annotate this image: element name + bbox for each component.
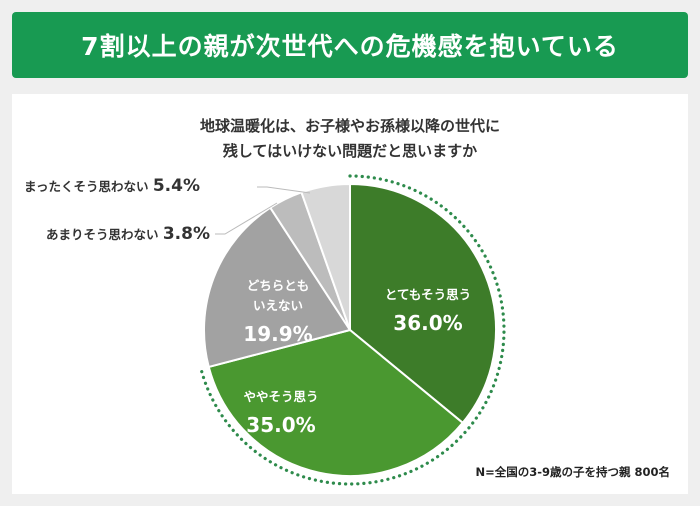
slice-label-4: あまりそう思わない 3.8% xyxy=(46,224,210,244)
slice-value-2: 35.0% xyxy=(246,413,315,437)
slice-value-4: 3.8% xyxy=(163,224,210,244)
pie-slice-2 xyxy=(207,328,465,477)
header-banner: 7割以上の親が次世代への危機感を抱いている xyxy=(12,12,688,78)
slice-label-5: まったくそう思わない 5.4% xyxy=(24,176,200,196)
slice-value-5: 5.4% xyxy=(153,176,200,196)
slice-label-1-line-1: とてもそう思う xyxy=(385,287,471,302)
leader-line-4 xyxy=(215,202,278,235)
pie-slice-3 xyxy=(203,206,352,369)
chart-title-line-2: 残してはいけない問題だと思いますか xyxy=(222,142,478,160)
sample-size-note: N=全国の3-9歳の子を持つ親 800名 xyxy=(475,465,670,479)
pie-slice-1 xyxy=(349,182,497,425)
leader-line-5 xyxy=(257,186,311,194)
slice-label-3-line-1: どちらとも xyxy=(247,278,310,293)
slice-label-3-line-2: いえない xyxy=(253,298,303,313)
banner-title: 7割以上の親が次世代への危機感を抱いている xyxy=(81,32,619,61)
chart-title-line-1: 地球温暖化は、お子様やお孫様以降の世代に xyxy=(199,117,500,135)
highlight-dotted-arc xyxy=(199,174,506,486)
chart-title: 地球温暖化は、お子様やお孫様以降の世代に 残してはいけない問題だと思いますか xyxy=(12,114,688,164)
slice-label-2-line-1: ややそう思う xyxy=(243,389,318,404)
slice-value-3: 19.9% xyxy=(243,322,312,346)
slice-value-1: 36.0% xyxy=(393,311,462,335)
chart-card: 地球温暖化は、お子様やお孫様以降の世代に 残してはいけない問題だと思いますか と… xyxy=(12,94,688,494)
